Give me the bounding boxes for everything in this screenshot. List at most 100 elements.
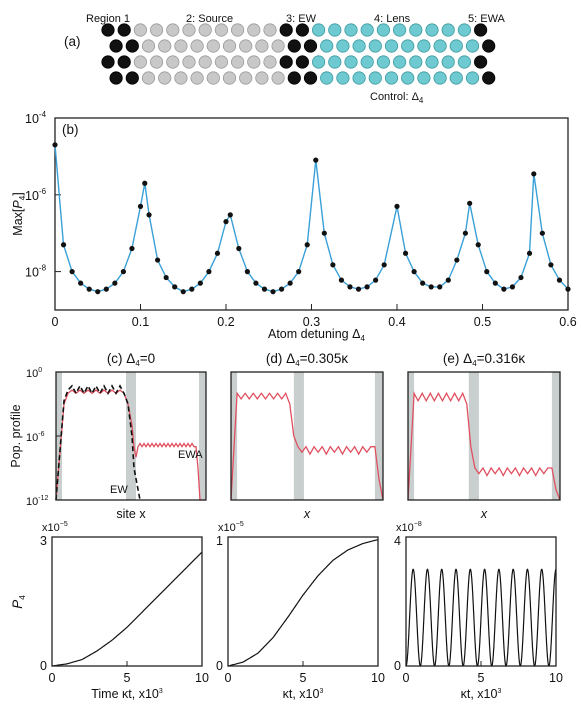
atom (287, 71, 301, 85)
data-point (236, 245, 242, 252)
data-point (381, 262, 387, 268)
atom (417, 39, 431, 53)
data-point (501, 286, 507, 292)
atom (141, 71, 156, 85)
atom (449, 71, 463, 85)
scale-base: x10 (396, 522, 414, 534)
title-main: (c) Δ (107, 351, 136, 366)
atom (271, 39, 285, 53)
y-tick-base: 10 (25, 266, 39, 280)
atom (352, 39, 366, 53)
atom (311, 23, 326, 37)
panel-f-ylabel: P4 (10, 595, 27, 609)
panel-frame (407, 371, 561, 501)
atom (441, 55, 455, 69)
data-point (509, 284, 516, 290)
x-tick-label: 0 (49, 671, 56, 685)
atom (376, 23, 390, 37)
title-sub: 4 (472, 359, 477, 368)
x-tick-label: 10 (549, 671, 563, 685)
data-point (95, 289, 101, 295)
scale-base: x10 (42, 522, 60, 534)
atom (279, 55, 293, 69)
atom (125, 39, 139, 53)
xlabel-main: κt, x10 (283, 687, 320, 701)
panel-xlabel: x (303, 507, 311, 521)
atom (133, 55, 147, 69)
data-point (120, 269, 126, 275)
data-point (60, 242, 67, 248)
atom (311, 55, 326, 69)
atom (433, 71, 447, 85)
xlabel-exp: 3 (159, 688, 163, 695)
scale-exp: −5 (236, 521, 244, 528)
data-point (402, 250, 409, 256)
atom (231, 55, 245, 69)
panel-e: (e) Δ4=0.316κ x (407, 351, 561, 521)
atom (465, 71, 480, 85)
atom (214, 23, 228, 37)
data-point (270, 289, 276, 295)
data-point (548, 262, 554, 268)
atom (247, 55, 261, 69)
title-sub: 4 (295, 359, 300, 368)
region-shade (126, 372, 136, 500)
data-point (146, 212, 152, 218)
atom (279, 23, 293, 37)
xlabel-exp: 3 (497, 688, 501, 695)
atom (271, 71, 285, 85)
atom (182, 23, 196, 37)
atom (231, 23, 245, 37)
atom-lattice (101, 23, 496, 85)
y-max-label: 1 (216, 534, 223, 548)
data-point (437, 284, 443, 290)
panel-b-ylabel: Max[P4] (11, 192, 27, 235)
x-tick-label: 5 (124, 671, 131, 685)
atom (158, 71, 172, 85)
y-tick-label: 10-6 (26, 431, 45, 444)
atom (473, 23, 488, 37)
data-point (296, 269, 302, 275)
data-point (163, 274, 169, 281)
data-point (539, 230, 545, 236)
data-point (142, 180, 148, 186)
atom (368, 39, 382, 53)
x-tick-label: 0 (225, 671, 232, 685)
ylabel-var: P (10, 600, 25, 609)
atom (392, 55, 407, 69)
data-point (518, 274, 524, 281)
data-point (411, 269, 417, 275)
atom (425, 23, 439, 37)
panel-a: Region 1 2: Source 3: EW 4: Lens 5: EWA … (64, 13, 506, 105)
panel-xlabel: site x (116, 507, 146, 521)
panel-frame (227, 536, 379, 667)
data-point (214, 250, 221, 256)
atom (206, 71, 220, 85)
y-tick-label: 10-4 (25, 110, 47, 126)
atom (239, 71, 253, 85)
x-tick-label: 0.2 (217, 315, 234, 329)
panel-frame (230, 371, 384, 501)
data-point (244, 269, 250, 275)
data-point (69, 269, 75, 275)
y-tick-label: 10-6 (25, 187, 47, 203)
panel-title: (e) Δ4=0.316κ (443, 351, 525, 368)
x-tick-label: 0.3 (303, 315, 320, 329)
data-point (103, 286, 109, 292)
region-4-label: 4: Lens (374, 13, 411, 25)
data-point (364, 284, 370, 290)
series-line (55, 389, 206, 501)
y-tick-base: 10 (26, 496, 38, 508)
data-point (565, 286, 571, 292)
data-point (347, 284, 353, 290)
panel-c-ylabel: Pop. profile (9, 404, 23, 467)
atom (473, 55, 488, 69)
y-max-label: 4 (394, 534, 401, 548)
atom (190, 71, 204, 85)
scale-factor: x10−5 (218, 521, 244, 534)
atom (166, 55, 180, 69)
y-tick-base: 10 (26, 368, 38, 380)
